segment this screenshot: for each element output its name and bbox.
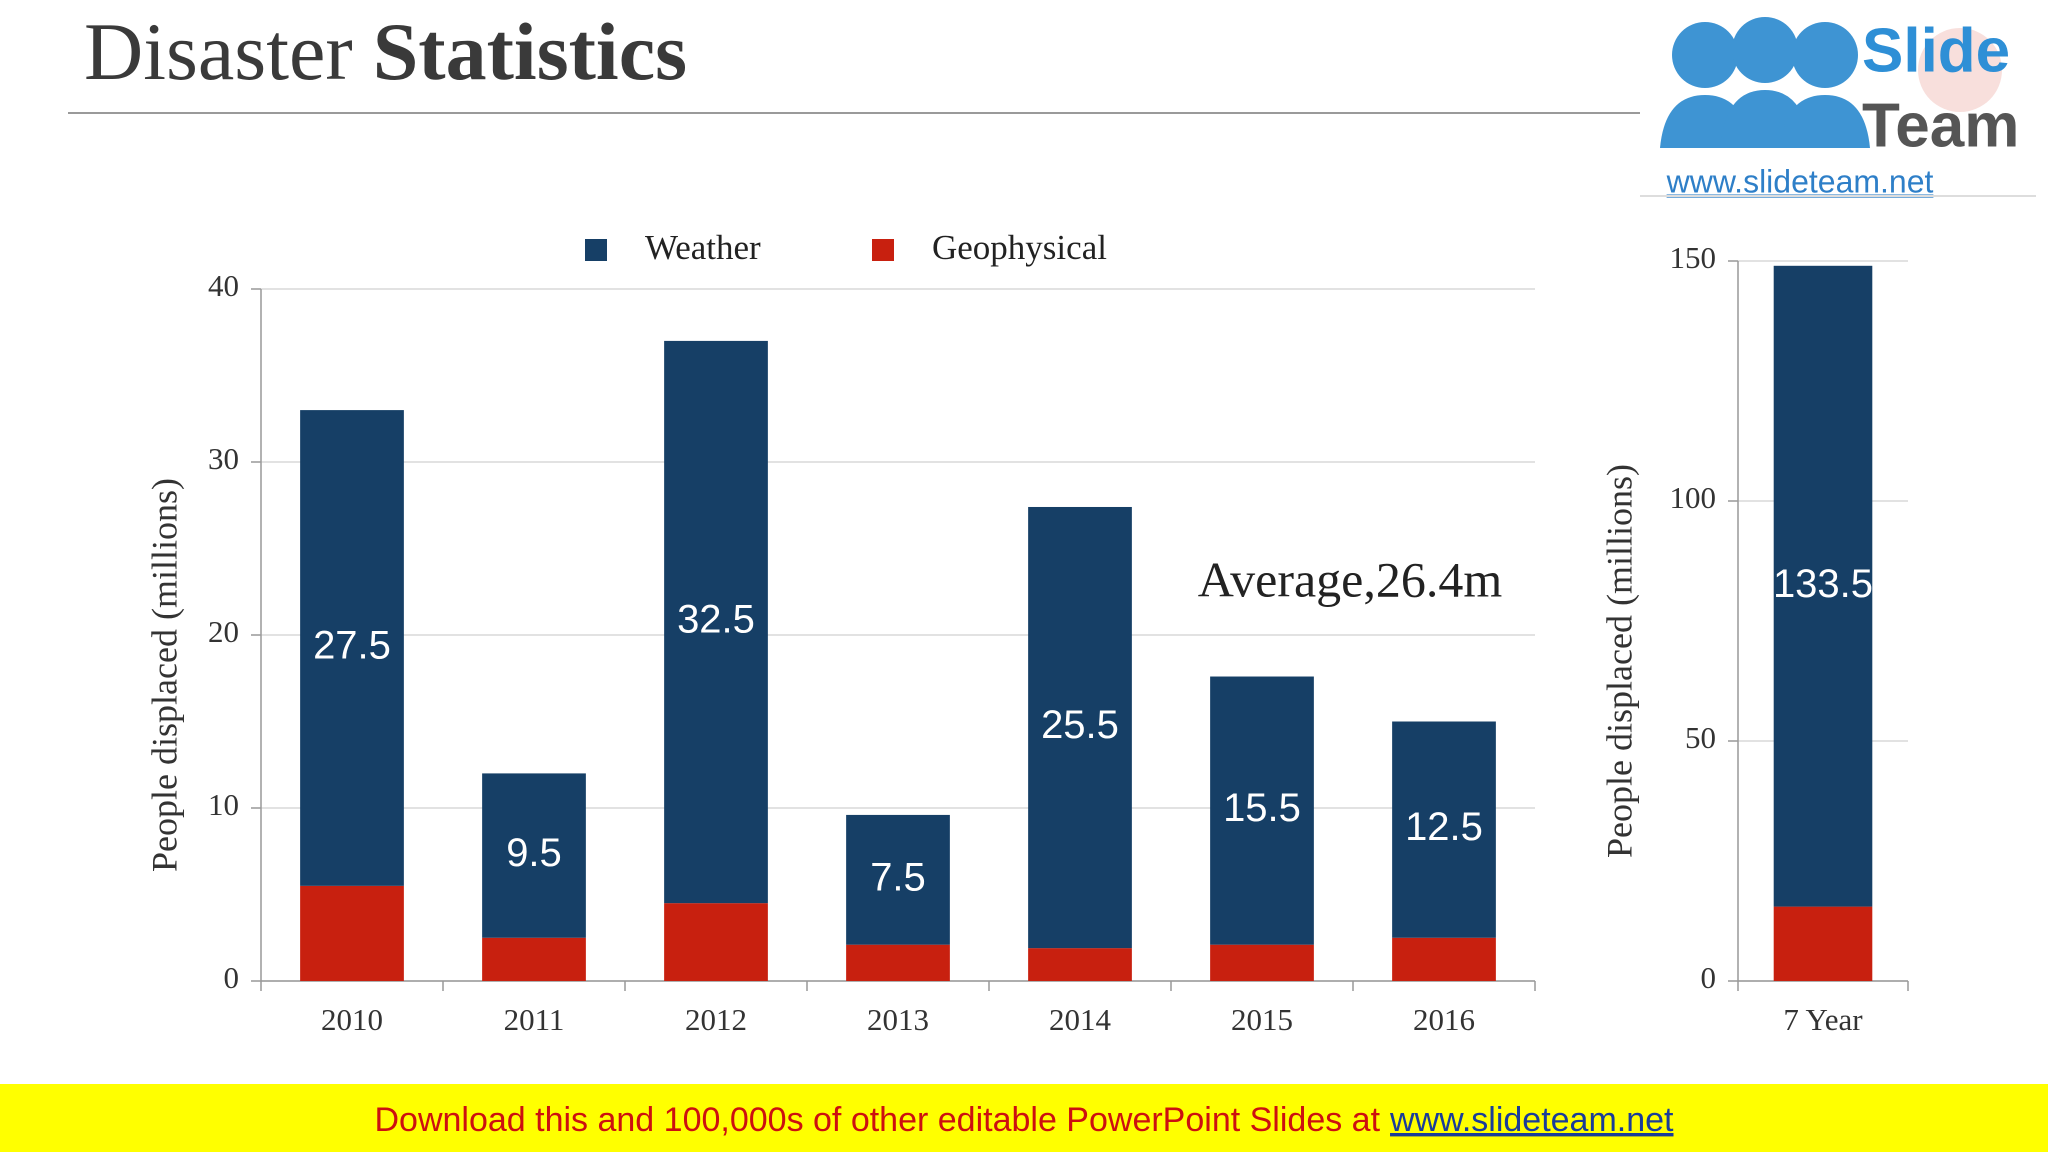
y-tick-label: 10 bbox=[208, 787, 239, 822]
y-tick-label: 30 bbox=[208, 441, 239, 476]
legend-label: Geophysical bbox=[932, 228, 1107, 267]
x-tick-label: 2011 bbox=[504, 1002, 565, 1037]
banner bbox=[0, 1084, 2048, 1152]
y-tick-label: 100 bbox=[1670, 480, 1717, 515]
x-tick-label: 7 Year bbox=[1783, 1002, 1863, 1037]
bar-segment bbox=[664, 340, 768, 904]
logo-line1: Slide bbox=[1862, 16, 2010, 85]
bar-segment bbox=[300, 410, 404, 886]
data-label: 32.5 bbox=[677, 598, 755, 642]
y-tick-label: 0 bbox=[1701, 960, 1717, 995]
bar-segment bbox=[1392, 937, 1496, 981]
bar-segment bbox=[482, 773, 586, 938]
x-tick-label: 2016 bbox=[1413, 1002, 1475, 1037]
bar-segment bbox=[1773, 265, 1873, 907]
data-label: 9.5 bbox=[506, 831, 562, 875]
bar-segment bbox=[300, 885, 404, 981]
bar-segment bbox=[1392, 721, 1496, 938]
data-label: 133.5 bbox=[1773, 562, 1873, 606]
bar-segment bbox=[482, 937, 586, 981]
bar-segment bbox=[1773, 906, 1873, 981]
y-tick-label: 40 bbox=[208, 268, 239, 303]
x-tick-label: 2014 bbox=[1049, 1002, 1112, 1037]
title-bold: Statistics bbox=[373, 6, 687, 97]
y-axis-label: People displaced (millions) bbox=[1599, 464, 1639, 858]
y-tick-label: 50 bbox=[1685, 720, 1716, 755]
data-label: 25.5 bbox=[1041, 703, 1119, 747]
logo-body bbox=[1780, 95, 1870, 148]
x-tick-label: 2013 bbox=[867, 1002, 929, 1037]
banner-text: Download this and 100,000s of other edit… bbox=[374, 1101, 1674, 1139]
logo-person bbox=[1732, 17, 1798, 83]
data-label: 12.5 bbox=[1405, 805, 1483, 849]
data-label: 27.5 bbox=[313, 624, 391, 668]
bar-segment bbox=[846, 814, 950, 945]
banner-link[interactable]: www.slideteam.net bbox=[1389, 1101, 1674, 1139]
legend-swatch bbox=[585, 239, 607, 261]
logo-url[interactable]: www.slideteam.net bbox=[1666, 163, 1934, 199]
y-tick-label: 150 bbox=[1670, 240, 1717, 275]
logo-line2: Team bbox=[1862, 91, 2019, 160]
slide-title: Disaster Statistics bbox=[84, 6, 687, 97]
y-axis-label: People displaced (millions) bbox=[144, 478, 184, 872]
bar-segment bbox=[1210, 944, 1314, 981]
logo-decoration bbox=[1918, 28, 2002, 112]
banner-message: Download this and 100,000s of other edit… bbox=[374, 1101, 1380, 1139]
legend-swatch bbox=[872, 239, 894, 261]
bar-segment bbox=[1028, 506, 1132, 949]
x-tick-label: 2012 bbox=[685, 1002, 747, 1037]
bar-segment bbox=[1210, 676, 1314, 945]
bar-segment bbox=[846, 944, 950, 981]
title-light: Disaster bbox=[84, 6, 353, 97]
y-tick-label: 0 bbox=[224, 960, 240, 995]
x-tick-label: 2010 bbox=[321, 1002, 383, 1037]
data-label: 15.5 bbox=[1223, 786, 1301, 830]
logo-person bbox=[1792, 22, 1858, 88]
data-label: 7.5 bbox=[870, 855, 926, 899]
x-tick-label: 2015 bbox=[1231, 1002, 1293, 1037]
y-tick-label: 20 bbox=[208, 614, 239, 649]
bar-segment bbox=[1028, 948, 1132, 981]
bar-segment bbox=[664, 903, 768, 981]
logo: Slide Team www.slideteam.net bbox=[1640, 16, 2036, 199]
legend-label: Weather bbox=[645, 228, 761, 267]
logo-person bbox=[1672, 22, 1738, 88]
annotation: Average,26.4m bbox=[1198, 551, 1503, 607]
